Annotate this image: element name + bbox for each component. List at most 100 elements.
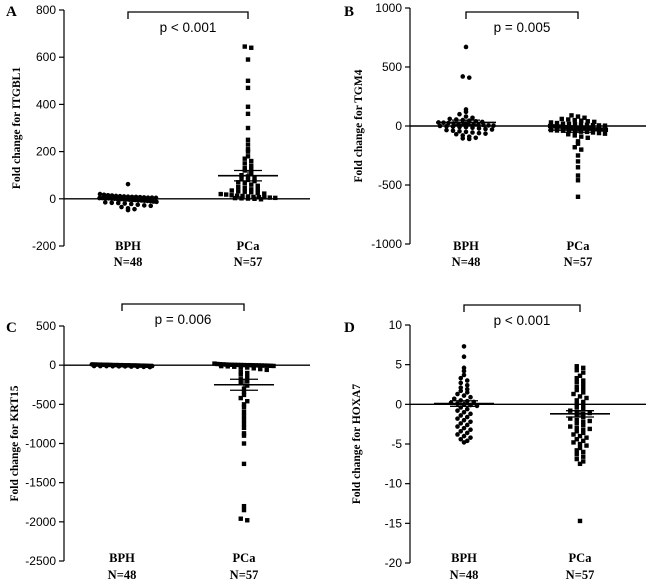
data-point — [241, 362, 247, 368]
data-point — [245, 104, 251, 109]
data-point — [215, 361, 220, 367]
data-point — [574, 429, 579, 434]
data-point — [581, 386, 586, 391]
data-point — [241, 392, 247, 398]
data-point — [581, 459, 586, 464]
data-point — [468, 435, 473, 440]
group-n-label: N=48 — [114, 255, 143, 269]
data-point — [574, 418, 579, 423]
data-point — [577, 445, 583, 451]
group-pca: PCa N=57 — [547, 113, 609, 269]
panel-b: B -1000 -500 0 500 1000 Fold change for TGM4 p … — [344, 1, 646, 269]
data-point — [242, 189, 247, 194]
data-point — [241, 389, 247, 394]
panel-letter: C — [6, 320, 17, 336]
data-point — [566, 121, 572, 127]
y-tick-label: 400 — [36, 97, 56, 111]
data-point — [584, 395, 589, 401]
data-point — [575, 194, 581, 199]
data-point — [241, 409, 247, 415]
data-point — [581, 427, 586, 432]
data-point — [229, 193, 234, 198]
data-point — [584, 122, 590, 128]
data-point — [575, 139, 581, 144]
data-point — [579, 134, 584, 139]
data-point — [238, 516, 243, 521]
data-point — [575, 173, 581, 178]
data-point — [147, 364, 153, 370]
data-point — [218, 191, 223, 197]
data-point — [463, 109, 469, 115]
y-tick-label: 1000 — [375, 1, 402, 15]
y-tick-label: 500 — [36, 319, 56, 333]
data-point — [483, 131, 488, 136]
data-point — [566, 132, 571, 137]
data-point — [581, 454, 586, 459]
data-point — [255, 187, 260, 193]
data-point — [245, 85, 251, 91]
data-point — [249, 182, 254, 187]
data-point — [587, 418, 592, 424]
data-point — [470, 115, 475, 121]
y-tick-label: 0 — [395, 397, 402, 411]
y-tick-label: -2500 — [25, 554, 56, 568]
data-point — [468, 427, 473, 433]
data-point — [574, 425, 579, 431]
data-point — [241, 441, 247, 446]
data-point — [491, 123, 496, 128]
data-point — [571, 440, 576, 445]
data-point — [458, 413, 464, 418]
p-value-annotation: p = 0.006 — [155, 312, 212, 327]
data-point — [249, 170, 254, 176]
y-tick-label: 800 — [36, 3, 56, 17]
data-point — [232, 364, 237, 369]
data-point — [125, 207, 131, 213]
group-pca: PCa N=57 — [550, 364, 610, 582]
data-point — [461, 409, 467, 415]
data-point — [566, 128, 572, 134]
data-point — [470, 130, 475, 135]
data-point — [575, 159, 581, 164]
data-point — [575, 153, 581, 158]
group-bph: BPH N=48 — [89, 362, 155, 582]
data-point — [556, 124, 561, 129]
y-tick-label: -200 — [32, 239, 56, 253]
data-point — [249, 45, 254, 50]
y-tick-label: -1000 — [25, 437, 56, 451]
y-tick-label: 200 — [36, 145, 56, 159]
data-point — [245, 125, 251, 131]
data-point — [461, 393, 467, 398]
data-point — [244, 362, 250, 368]
data-point — [574, 398, 579, 403]
data-point — [461, 365, 467, 371]
data-point — [602, 131, 608, 136]
data-point — [574, 448, 579, 453]
significance-bracket — [121, 303, 245, 311]
data-point — [463, 114, 469, 119]
data-point — [483, 126, 488, 132]
data-point — [451, 396, 457, 402]
data-point — [596, 130, 602, 136]
data-point — [238, 380, 243, 386]
data-point — [579, 118, 584, 123]
data-point — [458, 436, 464, 442]
data-point — [264, 367, 269, 373]
data-point — [245, 78, 251, 83]
data-point — [249, 158, 254, 164]
data-point — [466, 136, 472, 142]
data-point — [577, 441, 583, 447]
data-point — [245, 111, 251, 117]
data-point — [444, 127, 449, 133]
data-point — [552, 124, 557, 129]
data-point — [252, 175, 257, 180]
data-point — [447, 116, 453, 122]
data-point — [574, 452, 579, 457]
data-point — [249, 189, 254, 195]
data-point — [581, 406, 586, 412]
group-n-label: N=57 — [564, 255, 593, 269]
y-tick-label: 600 — [36, 50, 56, 64]
data-point — [581, 382, 586, 387]
group-n-label: N=48 — [108, 568, 137, 582]
data-point — [581, 430, 586, 436]
data-point — [582, 115, 587, 120]
